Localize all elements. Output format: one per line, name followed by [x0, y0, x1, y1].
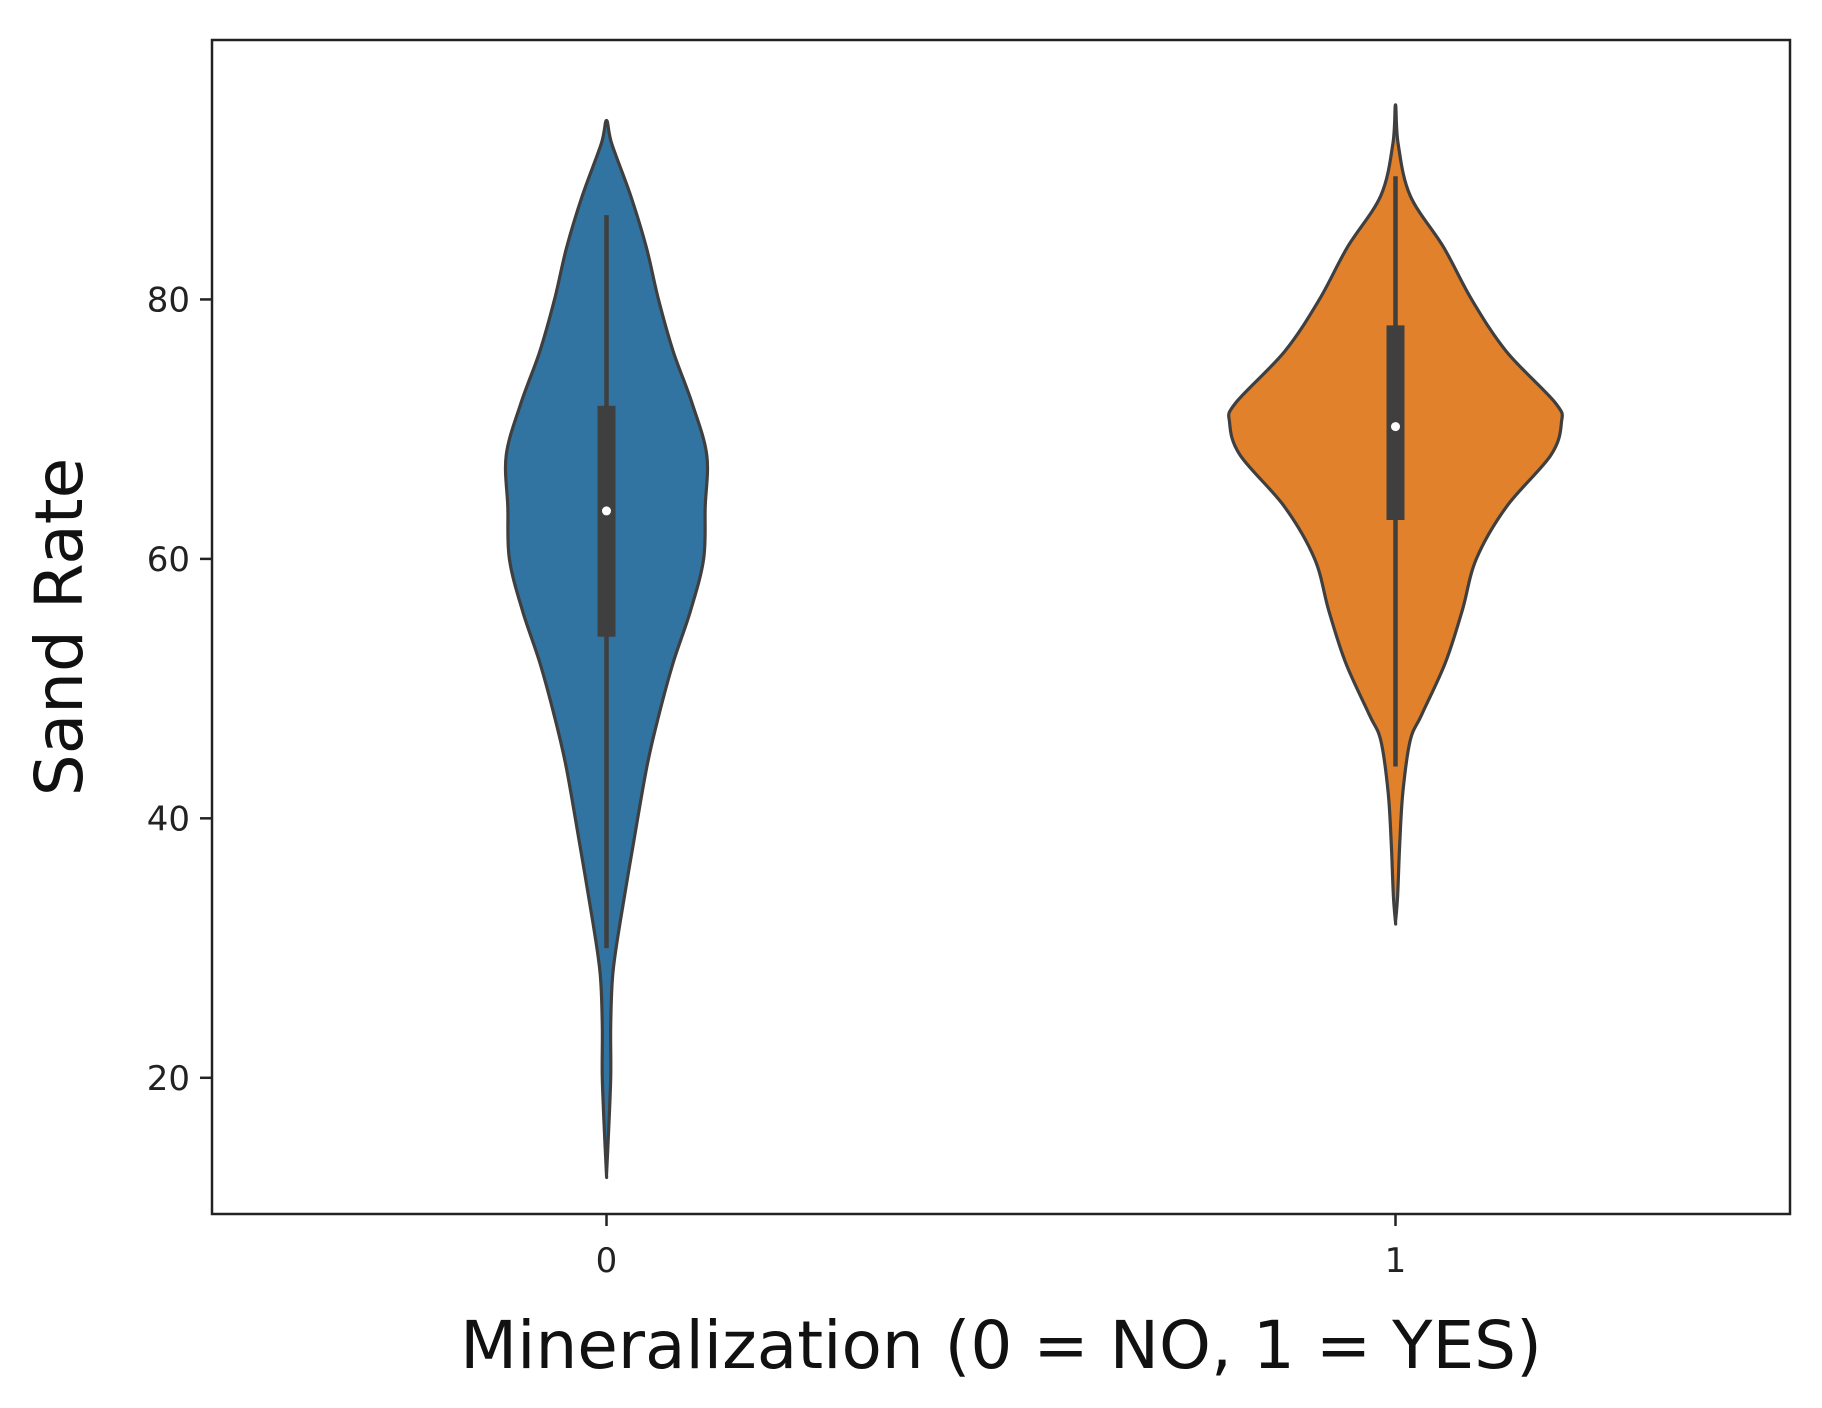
y-axis: 20 40 60 80	[147, 280, 212, 1099]
x-tick-label-0: 0	[596, 1241, 618, 1281]
x-tick-label-1: 1	[1385, 1241, 1407, 1281]
x-axis-label: Mineralization (0 = NO, 1 = YES)	[460, 1307, 1542, 1384]
y-axis-label: Sand Rate	[21, 458, 98, 796]
violin-group-1	[1227, 103, 1564, 926]
violin-median-0	[602, 506, 611, 516]
violins-layer	[503, 103, 1564, 1180]
y-tick-label-20: 20	[147, 1059, 190, 1099]
y-tick-label-80: 80	[147, 280, 190, 320]
violin-median-1	[1391, 422, 1400, 432]
violin-group-0	[503, 118, 710, 1180]
y-tick-label-60: 60	[147, 540, 190, 580]
plot-frame	[210, 38, 1792, 1216]
violin-iqr-box-0	[597, 405, 616, 637]
y-tick-label-40: 40	[147, 799, 190, 839]
